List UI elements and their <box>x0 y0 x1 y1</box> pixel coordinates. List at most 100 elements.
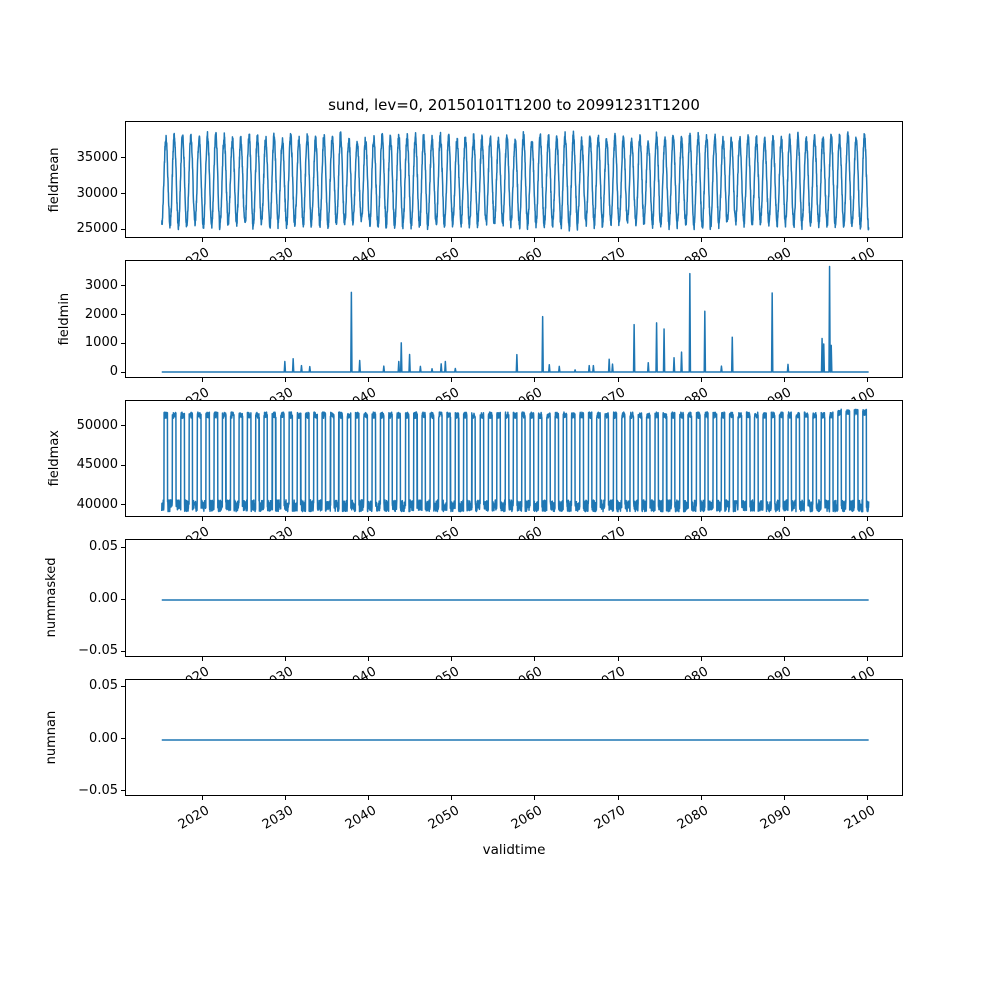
y-tick-mark <box>121 685 125 687</box>
x-tick-mark <box>451 796 453 800</box>
y-tick-label: 30000 <box>76 185 118 201</box>
chart-title: sund, lev=0, 20150101T1200 to 20991231T1… <box>328 96 700 114</box>
x-tick-label: 2070 <box>591 663 629 679</box>
y-tick-label: −0.05 <box>78 782 118 798</box>
plot-area-fieldmax <box>161 408 870 513</box>
y-tick-label: 3000 <box>84 277 118 293</box>
subplot-fieldmin <box>125 260 903 378</box>
x-tick-mark <box>368 517 370 522</box>
x-tick-mark <box>700 377 702 382</box>
y-tick-label: 45000 <box>76 457 118 473</box>
x-tick-mark <box>867 656 869 661</box>
x-tick-label: 2060 <box>508 245 545 261</box>
x-tick-label: 2030 <box>259 524 296 540</box>
y-tick-mark <box>121 464 125 466</box>
x-tick-label: 2020 <box>176 663 213 679</box>
y-tick-mark <box>121 790 125 792</box>
x-tick-mark <box>534 796 536 800</box>
x-tick-label: 2060 <box>508 384 545 400</box>
x-tick-label: 2070 <box>591 524 629 540</box>
subplot-nummasked <box>125 539 903 657</box>
x-tick-mark <box>368 656 370 661</box>
y-tick-mark <box>121 157 125 159</box>
y-tick-label: 0.05 <box>89 539 118 555</box>
x-tick-label: 2100 <box>841 384 878 400</box>
y-tick-label: 25000 <box>76 221 118 237</box>
x-tick-label: 2090 <box>758 384 795 400</box>
y-tick-mark <box>121 285 125 287</box>
x-tick-label: 2060 <box>508 524 545 540</box>
x-tick-label: 2090 <box>758 663 795 679</box>
x-tick-label: 2070 <box>591 245 629 261</box>
x-tick-label: 2080 <box>675 384 712 400</box>
x-tick-mark <box>368 238 370 243</box>
x-tick-mark <box>617 656 619 661</box>
y-tick-mark <box>121 504 125 506</box>
x-tick-label: 2050 <box>425 384 462 400</box>
x-tick-label: 2060 <box>508 663 545 679</box>
x-tick-mark <box>451 238 453 243</box>
x-tick-label: 2050 <box>425 663 462 679</box>
x-tick-label: 2030 <box>259 663 296 679</box>
y-tick-label: 1000 <box>84 335 118 351</box>
y-tick-mark <box>121 598 125 600</box>
data-line-fieldmin <box>161 266 869 374</box>
x-tick-mark <box>700 517 702 522</box>
x-tick-mark <box>617 377 619 382</box>
y-tick-label: 50000 <box>76 417 118 433</box>
subplot-fieldmean <box>125 121 903 239</box>
x-tick-mark <box>201 656 203 661</box>
x-tick-label: 2030 <box>259 245 296 261</box>
x-tick-mark <box>285 796 286 800</box>
x-tick-label: 2050 <box>425 245 462 261</box>
y-axis-label-fieldmax: fieldmax <box>47 430 62 487</box>
y-tick-mark <box>121 425 125 427</box>
x-tick-strip: 2020 2030 2040 2050 2060 2070 2080 2090 2100 <box>125 239 903 261</box>
x-tick-label: 2070 <box>591 384 629 400</box>
y-tick-label: 0.00 <box>89 591 118 607</box>
y-axis-label-numnan: numnan <box>44 710 59 765</box>
y-axis-label-fieldmin: fieldmin <box>57 292 72 346</box>
x-tick-mark <box>617 517 619 522</box>
y-tick-label: 0.05 <box>89 678 118 694</box>
x-tick-mark <box>368 377 370 382</box>
x-tick-mark <box>201 377 203 382</box>
x-tick-mark <box>700 238 702 243</box>
x-tick-label: 2080 <box>675 663 712 679</box>
data-line-fieldmean <box>161 130 870 232</box>
x-tick-mark <box>368 796 370 800</box>
x-tick-label: 2020 <box>176 524 213 540</box>
x-tick-mark <box>867 377 869 382</box>
x-tick-mark <box>867 238 869 243</box>
x-tick-mark <box>783 238 785 243</box>
x-tick-mark <box>285 517 286 522</box>
x-tick-label: 2040 <box>342 245 379 261</box>
x-tick-label: 2040 <box>342 663 379 679</box>
y-axis-label-nummasked: nummasked <box>44 557 59 638</box>
plot-area-fieldmin <box>161 266 869 374</box>
y-axis-label-fieldmean: fieldmean <box>47 147 62 213</box>
y-tick-mark <box>121 314 125 316</box>
x-tick-mark <box>534 656 536 661</box>
y-tick-mark <box>121 738 125 740</box>
x-tick-mark <box>534 377 536 382</box>
plot-area-nummasked <box>161 599 869 601</box>
x-tick-strip: 2020 2030 2040 2050 2060 2070 2080 2090 2100 <box>125 518 903 539</box>
y-tick-label: 40000 <box>76 496 118 512</box>
x-tick-mark <box>285 656 286 661</box>
y-tick-mark <box>121 546 125 548</box>
y-tick-label: 0.00 <box>89 730 118 746</box>
x-tick-label: 2080 <box>675 245 712 261</box>
x-tick-mark <box>451 656 453 661</box>
y-tick-label: 0 <box>109 364 118 380</box>
x-tick-label: 2030 <box>259 384 296 400</box>
x-tick-label: 2020 <box>176 384 213 400</box>
y-tick-mark <box>121 193 125 195</box>
x-tick-strip: 2020 2030 2040 2050 2060 2070 2080 2090 2100 <box>125 379 903 400</box>
plot-area-numnan <box>161 738 869 741</box>
x-tick-mark <box>783 377 785 382</box>
y-tick-label: 2000 <box>84 306 118 322</box>
x-tick-label: 2090 <box>758 245 795 261</box>
x-tick-label: 2100 <box>841 663 878 679</box>
